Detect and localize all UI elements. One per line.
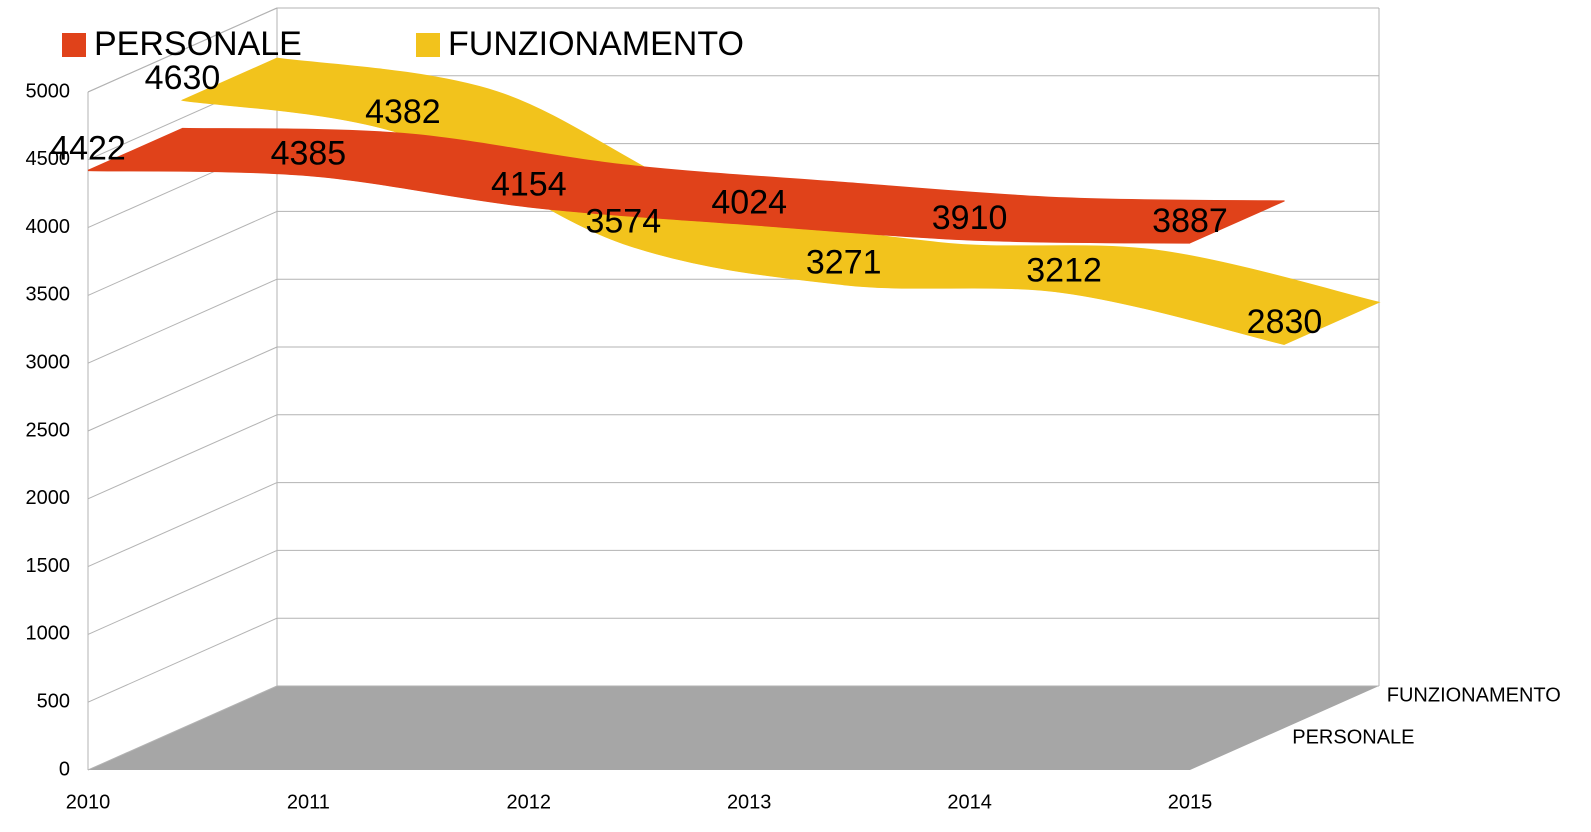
x-tick-label: 2014 — [947, 791, 992, 813]
y-tick-label: 4500 — [26, 148, 71, 170]
y-tick-label: 0 — [59, 758, 70, 780]
grid-line — [87, 7, 278, 93]
data-label: 4630 — [145, 59, 221, 97]
legend-label: PERSONALE — [94, 25, 302, 63]
floor — [88, 686, 1379, 770]
grid-line — [87, 210, 278, 296]
data-label: 4024 — [711, 183, 787, 221]
x-tick-label: 2013 — [727, 791, 772, 813]
y-tick-label: 500 — [37, 690, 70, 712]
y-tick-label: 1500 — [26, 555, 71, 577]
x-tick-label: 2011 — [287, 791, 330, 813]
data-label: 2830 — [1247, 303, 1323, 341]
grid-line — [87, 482, 278, 568]
x-tick-label: 2015 — [1168, 791, 1213, 813]
y-tick-label: 3500 — [26, 284, 71, 306]
grid-line — [87, 414, 278, 500]
data-label: 3574 — [585, 202, 661, 240]
legend-swatch — [62, 33, 86, 57]
grid-line — [87, 685, 278, 771]
grid-line — [87, 278, 278, 364]
y-tick-label: 2000 — [26, 487, 71, 509]
y-tick-label: 1000 — [26, 623, 71, 645]
data-label: 4154 — [491, 166, 567, 204]
grid-line — [87, 617, 278, 703]
grid-line — [87, 549, 278, 635]
depth-label: FUNZIONAMENTO — [1387, 684, 1561, 706]
line — [182, 99, 1285, 345]
data-label: 3887 — [1152, 202, 1228, 240]
data-label: 4382 — [365, 93, 441, 131]
data-label: 3212 — [1026, 251, 1102, 289]
x-tick-label: 2012 — [507, 791, 552, 813]
depth-label: PERSONALE — [1292, 726, 1414, 748]
y-tick-label: 4000 — [26, 216, 71, 238]
legend-label: FUNZIONAMENTO — [448, 25, 744, 63]
data-label: 4422 — [50, 129, 126, 167]
y-tick-label: 5000 — [26, 80, 71, 102]
y-tick-label: 3000 — [26, 351, 71, 373]
grid-line — [87, 346, 278, 432]
x-tick-label: 2010 — [66, 791, 111, 813]
data-label: 4385 — [271, 134, 347, 172]
line — [87, 169, 1191, 244]
data-label: 3271 — [806, 243, 882, 281]
y-tick-label: 2500 — [26, 419, 71, 441]
legend-swatch — [416, 33, 440, 57]
data-label: 3910 — [932, 199, 1008, 237]
